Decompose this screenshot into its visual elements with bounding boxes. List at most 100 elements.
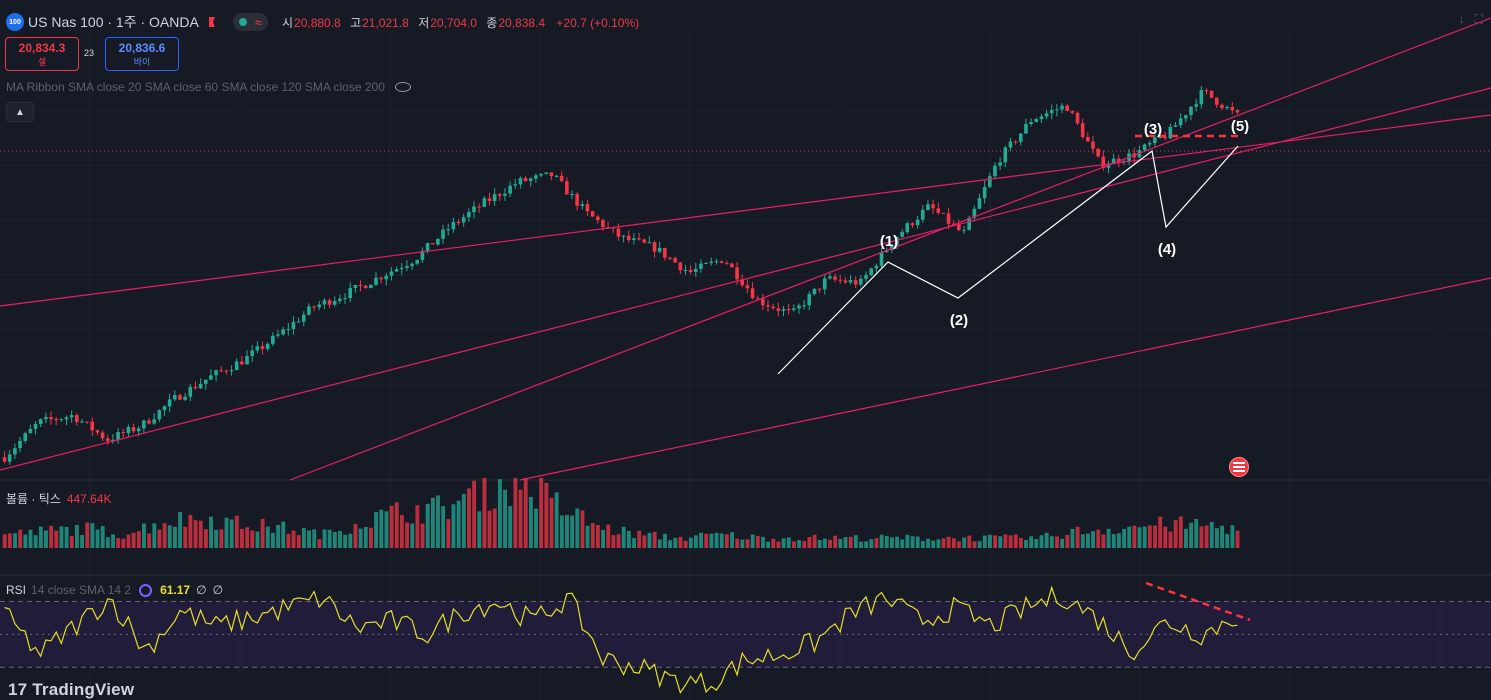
volume-bar xyxy=(301,527,306,548)
volume-bar xyxy=(219,529,224,548)
volume-bar xyxy=(570,515,575,548)
hidden-eye-icon[interactable] xyxy=(394,82,411,92)
volume-bar xyxy=(1013,534,1018,548)
candle-body xyxy=(626,235,631,241)
volume-bar xyxy=(838,538,843,548)
volume-bar xyxy=(833,535,838,548)
rsi-settings-icon[interactable] xyxy=(139,583,153,597)
fullscreen-icon[interactable]: ⛶ xyxy=(1474,12,1483,26)
volume-bar xyxy=(49,525,54,548)
market-status-pill[interactable]: ≈ xyxy=(232,13,268,31)
candle-body xyxy=(523,178,528,182)
candle-body xyxy=(18,440,22,449)
candle-body xyxy=(80,421,84,423)
volume-bar xyxy=(771,538,776,548)
candle-body xyxy=(64,417,69,420)
buy-button[interactable]: 20,836.6 바이 xyxy=(105,37,179,71)
volume-bar xyxy=(188,514,193,548)
candle-body xyxy=(1111,158,1116,165)
volume-bar xyxy=(95,529,100,548)
candle-body xyxy=(719,261,724,263)
buy-price: 20,836.6 xyxy=(118,40,166,55)
candle-body xyxy=(224,370,229,372)
volume-bar xyxy=(1116,533,1121,548)
sell-button[interactable]: 20,834.3 셀 xyxy=(5,37,79,71)
collapse-legend-button[interactable]: ▲ xyxy=(6,102,34,122)
volume-bar xyxy=(518,489,523,548)
elliott-wave-path xyxy=(777,145,1239,375)
candle-body xyxy=(301,314,306,322)
volume-bar xyxy=(1147,525,1152,548)
volume-bar xyxy=(900,539,905,548)
tradingview-logo[interactable]: 17 TradingView xyxy=(8,680,135,699)
volume-bar xyxy=(74,524,79,548)
candle-body xyxy=(74,415,79,422)
rsi-legend[interactable]: RSI 14 close SMA 14 2 61.17 ∅ ∅ xyxy=(6,583,229,597)
candle-body xyxy=(1091,141,1095,149)
volume-bar xyxy=(363,526,368,548)
candle-body xyxy=(312,306,316,308)
candle-body xyxy=(673,258,677,263)
candle-body xyxy=(369,284,373,289)
candle-body xyxy=(1214,97,1219,105)
candle-body xyxy=(384,275,389,280)
volume-bar xyxy=(869,539,874,548)
volume-bar xyxy=(926,538,930,548)
candle-body xyxy=(915,219,920,226)
volume-bar xyxy=(456,500,461,548)
symbol-logo-icon[interactable]: 100 xyxy=(6,13,24,31)
candle-body xyxy=(709,261,714,263)
volume-legend[interactable]: 볼륨 · 틱스 447.64K xyxy=(6,490,112,507)
volume-bar xyxy=(699,532,704,548)
candle-body xyxy=(740,279,745,286)
volume-bar xyxy=(1091,531,1096,548)
candle-body xyxy=(59,419,64,421)
candle-body xyxy=(343,298,347,300)
volume-bar xyxy=(817,540,822,548)
us-flag-event-icon[interactable] xyxy=(1229,457,1249,477)
candle-body xyxy=(327,300,332,305)
volume-bar xyxy=(730,532,734,548)
candle-body xyxy=(203,379,208,384)
candle-body xyxy=(451,221,456,230)
volume-bar xyxy=(13,533,17,548)
candle-body xyxy=(812,288,817,295)
candle-body xyxy=(271,335,275,344)
candle-body xyxy=(482,198,487,207)
volume-bar xyxy=(1184,528,1188,548)
candle-body xyxy=(172,395,177,400)
candle-body xyxy=(632,238,636,241)
candle-body xyxy=(575,193,579,206)
volume-bar xyxy=(951,538,956,548)
open-value: 20,880.8 xyxy=(294,15,341,30)
candle-body xyxy=(240,361,244,365)
candle-body xyxy=(817,288,822,290)
volume-bar xyxy=(384,511,389,548)
volume-bar xyxy=(704,533,709,548)
candle-body xyxy=(1013,141,1018,143)
candle-body xyxy=(394,269,399,272)
volume-bar xyxy=(405,522,409,548)
symbol-title[interactable]: US Nas 100 · 1주 · OANDA xyxy=(28,14,199,30)
drawing-overlay: (1) (2) (3) (4) (5) xyxy=(0,17,1491,622)
candle-body xyxy=(972,208,977,218)
ma-ribbon-legend[interactable]: MA Ribbon SMA close 20 SMA close 60 SMA … xyxy=(6,80,411,94)
volume-bar xyxy=(369,527,373,548)
flag-icon[interactable] xyxy=(208,17,215,27)
candle-body xyxy=(430,243,435,245)
candle-body xyxy=(776,308,781,311)
volume-bar xyxy=(750,534,755,548)
volume-bar xyxy=(781,538,786,548)
volume-bar xyxy=(281,521,286,548)
arrow-down-icon[interactable]: ↓ xyxy=(1458,12,1465,26)
candle-body xyxy=(178,395,182,400)
volume-bar xyxy=(100,525,105,548)
volume-bar xyxy=(425,503,430,548)
candle-body xyxy=(353,285,358,289)
volume-bar xyxy=(1106,528,1111,548)
candle-body xyxy=(332,301,337,305)
candle-body xyxy=(1163,137,1168,139)
candle-body xyxy=(1096,148,1100,157)
volume-bar xyxy=(977,541,982,548)
